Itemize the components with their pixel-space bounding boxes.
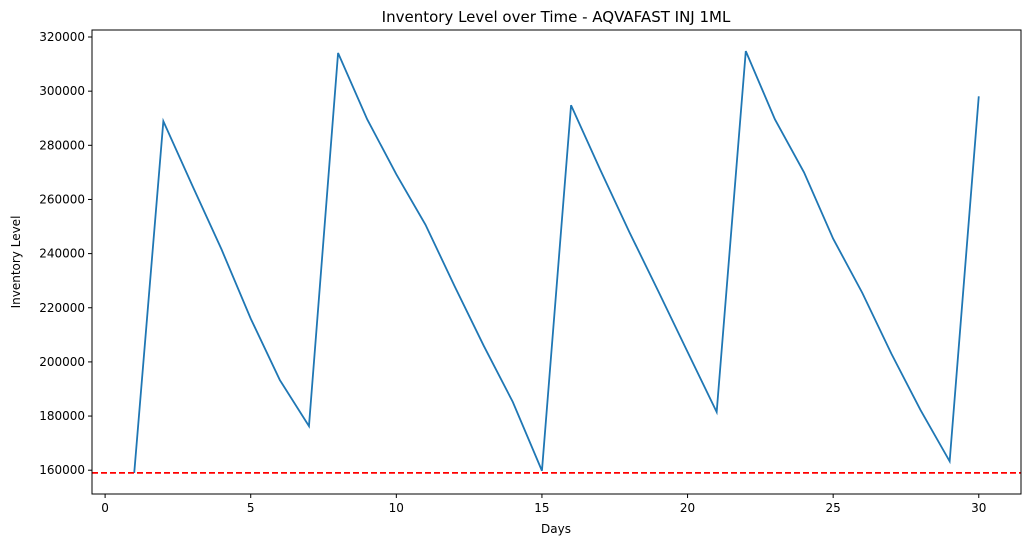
- x-tick-label: 30: [971, 501, 986, 515]
- x-tick-label: 25: [826, 501, 841, 515]
- x-tick-label: 5: [247, 501, 255, 515]
- chart-title: Inventory Level over Time - AQVAFAST INJ…: [382, 8, 731, 26]
- y-tick-label: 220000: [39, 301, 85, 315]
- y-axis-label: Inventory Level: [9, 216, 23, 309]
- y-tick-label: 320000: [39, 30, 85, 44]
- x-tick-label: 20: [680, 501, 695, 515]
- y-tick-label: 300000: [39, 84, 85, 98]
- y-tick-label: 160000: [39, 463, 85, 477]
- plot-frame: [91, 29, 1022, 495]
- x-tick-label: 0: [101, 501, 109, 515]
- x-tick-label: 15: [534, 501, 549, 515]
- x-tick-label: 10: [389, 501, 404, 515]
- y-tick-label: 240000: [39, 247, 85, 261]
- y-tick-label: 260000: [39, 192, 85, 206]
- x-axis-label: Days: [541, 522, 571, 536]
- y-tick-label: 180000: [39, 409, 85, 423]
- y-tick-label: 200000: [39, 355, 85, 369]
- data-line: [133, 50, 980, 473]
- y-tick-label: 280000: [39, 138, 85, 152]
